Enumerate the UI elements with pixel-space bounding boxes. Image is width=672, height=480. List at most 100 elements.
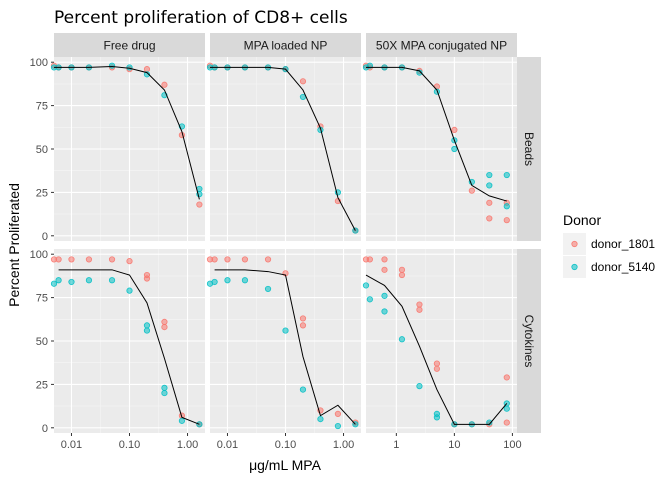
data-point-donor_1801 [126,258,133,265]
data-point-donor_5140 [85,277,93,284]
data-point-donor_5140 [381,292,388,299]
column-strip [210,33,361,57]
legend-key-donor_1801 [571,240,578,248]
mean-line [214,269,356,425]
x-tick-label: 0.01 [61,439,82,451]
panel-cytokines-1 [50,249,205,433]
data-point-donor_5140 [503,203,510,210]
panel-beads-3 [362,57,517,241]
data-point-donor_1801 [108,256,116,263]
data-point-donor_5140 [282,327,289,334]
data-point-donor_5140 [178,417,186,424]
data-point-donor_5140 [68,278,75,286]
y-tick-label: 50 [36,144,48,156]
data-point-donor_5140 [366,296,373,303]
legend-title: Donor [563,212,601,228]
legend-label-donor_5140: donor_5140 [591,260,655,274]
data-point-donor_5140 [416,383,423,390]
data-point-donor_1801 [85,256,93,263]
y-tick-label: 0 [42,423,48,435]
data-point-donor_5140 [486,171,493,179]
data-point-donor_1801 [433,360,441,367]
data-point-donor_1801 [398,266,406,273]
data-point-donor_5140 [433,414,441,421]
row-strip-label: Cytokines [522,315,536,368]
data-point-donor_1801 [241,256,249,263]
data-point-donor_1801 [196,201,203,208]
y-tick-label: 0 [42,231,48,243]
panel-cytokines-2 [206,249,361,433]
data-point-donor_1801 [416,306,423,313]
data-point-donor_5140 [143,327,151,334]
data-point-donor_5140 [143,71,151,78]
y-axis-label: Percent Proliferated [6,183,22,307]
data-point-donor_1801 [299,322,307,329]
data-point-donor_1801 [486,199,493,206]
data-point-donor_1801 [366,256,373,263]
x-tick-label: 1 [393,439,399,451]
data-point-donor_1801 [224,256,231,263]
data-point-donor_1801 [161,81,168,88]
x-tick-label: 100 [503,439,521,451]
data-point-donor_5140 [299,386,307,393]
column-strip-label: Free drug [103,39,155,53]
data-point-donor_5140 [416,69,423,76]
legend: Donor donor_1801 donor_5140 [563,212,655,278]
y-tick-label: 75 [36,293,48,305]
y-tick-label: 25 [36,379,48,391]
data-point-donor_1801 [503,217,510,224]
y-tick-label: 25 [36,187,48,199]
data-point-donor_5140 [50,280,58,287]
x-tick-label: 1.00 [333,439,354,451]
x-tick-label: 0.01 [217,439,238,451]
data-point-donor_5140 [381,308,388,315]
column-strip-label: MPA loaded NP [244,39,328,53]
data-point-donor_1801 [55,256,62,263]
data-point-donor_5140 [451,145,458,153]
data-point-donor_1801 [299,78,307,85]
mean-line [366,66,507,202]
data-point-donor_1801 [381,266,388,273]
y-tick-label: 50 [36,336,48,348]
chart-title: Percent proliferation of CD8+ cells [54,8,348,28]
y-tick-label: 100 [30,57,48,69]
x-tick-label: 0.10 [275,439,296,451]
row-strip [517,57,541,241]
panel-beads-1 [50,57,205,241]
data-point-donor_5140 [317,416,324,423]
panel-cytokines-3 [362,249,517,433]
data-point-donor_5140 [211,278,218,286]
data-point-donor_5140 [108,62,116,69]
y-tick-label: 75 [36,101,48,113]
data-point-donor_5140 [161,384,168,391]
data-point-donor_1801 [381,256,388,263]
mean-line [54,66,200,200]
data-point-donor_1801 [211,256,218,263]
data-point-donor_1801 [334,410,342,418]
data-point-donor_1801 [486,215,493,222]
data-point-donor_5140 [126,64,133,71]
mean-line [58,269,200,425]
data-point-donor_1801 [143,271,151,279]
data-point-donor_5140 [503,171,510,179]
data-point-donor_1801 [264,256,272,263]
data-point-donor_1801 [503,419,510,426]
x-tick-label: 1.00 [177,439,198,451]
mean-line [365,274,508,425]
data-point-donor_5140 [108,277,116,284]
mean-line [210,66,356,231]
legend-label-donor_1801: donor_1801 [591,237,655,251]
data-point-donor_5140 [55,277,62,284]
column-strip-label: 50X MPA conjugated NP [376,39,507,53]
column-strip [54,33,205,57]
data-point-donor_5140 [362,282,370,289]
data-point-donor_5140 [224,277,231,284]
data-point-donor_5140 [503,405,510,412]
panel-grid: Free drug MPA loaded NP 50X MPA conjugated… [30,33,541,451]
data-point-donor_1801 [161,324,168,331]
data-point-donor_5140 [143,322,151,329]
data-point-donor_1801 [416,301,423,308]
data-point-donor_1801 [299,315,307,322]
panel-beads-2 [206,57,361,241]
